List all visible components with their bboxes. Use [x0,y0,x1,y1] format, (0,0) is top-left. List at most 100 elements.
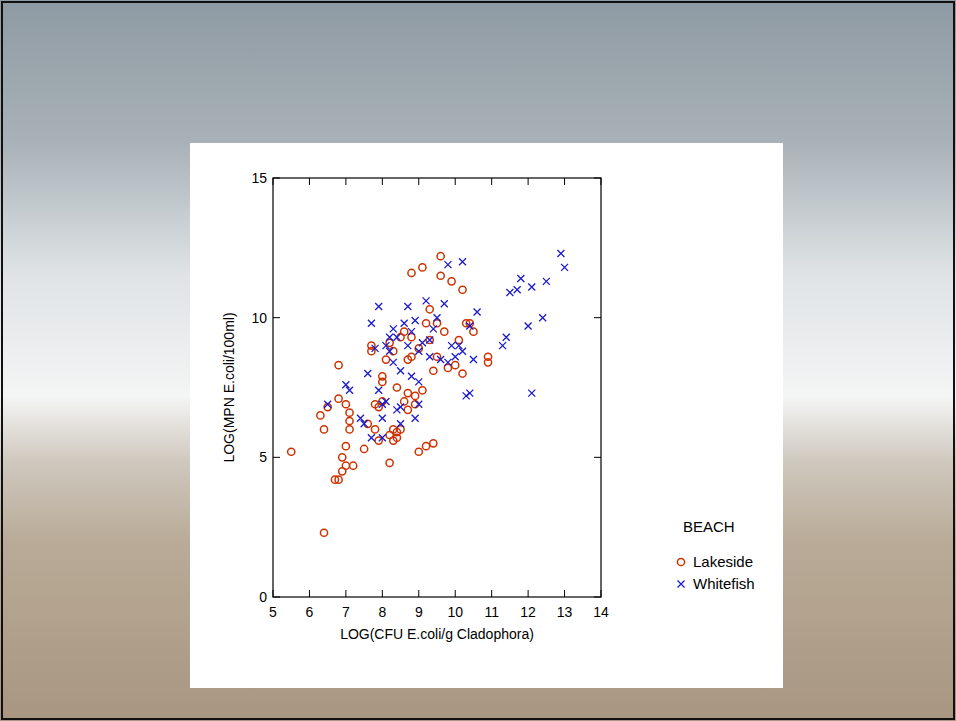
x-tick-label: 11 [484,604,499,620]
point-x [452,353,459,360]
point-circle [317,412,324,419]
x-tick-label: 7 [342,604,350,620]
x-tick-top [528,178,529,185]
x-tick [455,590,456,597]
point-x [393,334,400,341]
point-circle [350,462,357,469]
point-x [390,325,397,332]
point-circle [422,320,429,327]
point-x [528,390,535,397]
point-circle [339,454,346,461]
point-circle [419,387,426,394]
point-x [561,264,568,271]
point-x [375,303,382,310]
point-x [361,420,368,427]
point-x [324,401,331,408]
point-x [393,406,400,413]
point-circle [382,356,389,363]
y-tick-right [594,597,601,598]
point-circle [430,440,437,447]
x-tick [601,590,602,597]
point-x [503,334,510,341]
point-circle [448,278,455,285]
point-x [368,434,375,441]
point-circle [335,395,342,402]
point-x [437,356,444,363]
x-tick [309,590,310,597]
points [288,250,568,536]
point-x [415,378,422,385]
y-tick-right [594,178,601,179]
point-circle [412,401,419,408]
legend-label: Whitefish [693,575,755,592]
x-tick-label: 10 [447,604,463,620]
y-tick [273,457,280,458]
point-circle [379,373,386,380]
point-x [368,320,375,327]
point-x [386,334,393,341]
point-circle [412,392,419,399]
point-circle [459,370,466,377]
x-tick-top [309,178,310,185]
point-circle [393,384,400,391]
point-circle [404,406,411,413]
point-x [415,348,422,355]
point-x [444,261,451,268]
point-x [448,342,455,349]
plot-frame [273,178,601,597]
point-circle [426,336,433,343]
point-circle [390,348,397,355]
y-tick [273,317,280,318]
point-x [499,342,506,349]
x-axis-title: LOG(CFU E.coli/g Cladophora) [340,626,534,642]
point-circle [408,353,415,360]
y-tick-label: 5 [259,449,267,465]
legend-marker [678,581,685,588]
point-x [401,320,408,327]
point-x [466,390,473,397]
point-circle [386,459,393,466]
y-tick-label: 10 [251,310,267,326]
point-circle [346,426,353,433]
x-tick-label: 12 [520,604,536,620]
point-circle [320,426,327,433]
point-x [430,325,437,332]
point-circle [364,420,371,427]
point-x [434,314,441,321]
point-circle [346,409,353,416]
y-tick-label: 0 [259,589,267,605]
point-circle [437,253,444,260]
x-tick-label: 13 [557,604,573,620]
point-circle [452,362,459,369]
point-x [470,356,477,363]
point-x [557,250,564,257]
point-x [474,309,481,316]
point-circle [401,328,408,335]
point-x [412,415,419,422]
x-tick [382,590,383,597]
point-circle [422,443,429,450]
x-tick-label: 6 [306,604,314,620]
point-x [514,286,521,293]
y-tick-label: 15 [251,170,267,186]
x-tick-top [491,178,492,185]
point-x [459,258,466,265]
point-circle [371,426,378,433]
point-circle [415,448,422,455]
point-x [441,300,448,307]
canvas: 567891011121314051015LOG(CFU E.coli/g Cl… [0,0,956,721]
x-tick-label: 8 [378,604,386,620]
point-circle [335,362,342,369]
chart-panel [190,143,783,688]
point-x [539,314,546,321]
point-x [375,387,382,394]
point-x [382,398,389,405]
point-circle [459,286,466,293]
x-tick-label: 14 [593,604,609,620]
x-tick [528,590,529,597]
point-circle [408,269,415,276]
point-circle [342,401,349,408]
point-x [506,289,513,296]
point-circle [320,529,327,536]
point-x [415,401,422,408]
